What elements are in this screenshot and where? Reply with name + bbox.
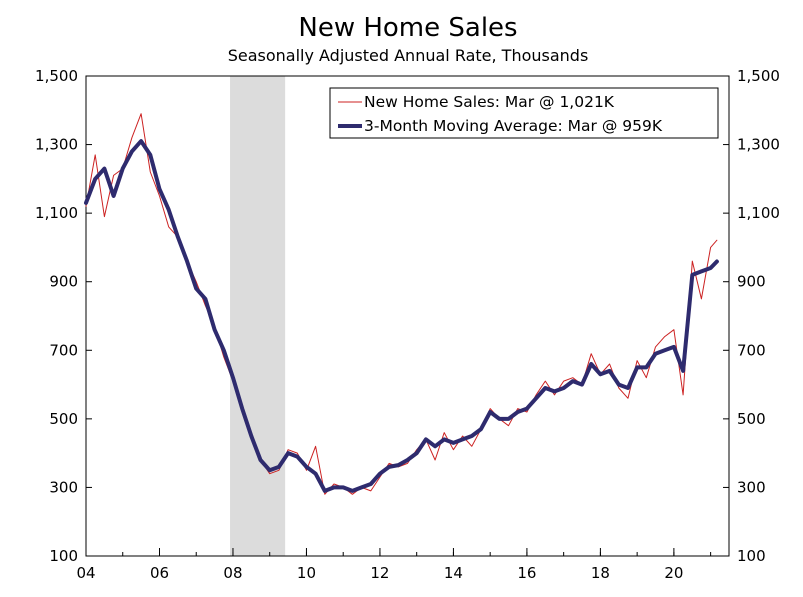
x-tick-label: 14 bbox=[444, 564, 463, 582]
y-tick-label-right: 1,500 bbox=[737, 67, 780, 85]
series-lines bbox=[84, 113, 719, 495]
chart-subtitle: Seasonally Adjusted Annual Rate, Thousan… bbox=[228, 46, 589, 65]
y-tick-label-right: 300 bbox=[737, 478, 766, 496]
y-tick-label-left: 1,100 bbox=[35, 204, 78, 222]
x-tick-label: 20 bbox=[664, 564, 683, 582]
y-tick-label-right: 100 bbox=[737, 547, 766, 565]
y-tick-label-right: 1,100 bbox=[737, 204, 780, 222]
x-tick-label: 06 bbox=[150, 564, 169, 582]
x-tick-label: 08 bbox=[223, 564, 242, 582]
new-home-sales-line bbox=[85, 113, 718, 495]
y-tick-label-left: 300 bbox=[49, 478, 78, 496]
y-tick-label-left: 500 bbox=[49, 410, 78, 428]
chart-title: New Home Sales bbox=[298, 13, 517, 43]
y-tick-label-left: 1,300 bbox=[35, 136, 78, 154]
recession-layer bbox=[230, 76, 286, 556]
y-tick-label-right: 700 bbox=[737, 341, 766, 359]
plot-area-frame bbox=[85, 75, 730, 557]
y-tick-label-left: 100 bbox=[49, 547, 78, 565]
legend-label-average: 3-Month Moving Average: Mar @ 959K bbox=[364, 117, 663, 135]
legend-label-sales: New Home Sales: Mar @ 1,021K bbox=[364, 93, 615, 111]
x-tick-label: 18 bbox=[591, 564, 610, 582]
legend-box bbox=[329, 87, 719, 139]
moving-average-line bbox=[84, 139, 719, 493]
axis-ticks: 100 100 300 300 500 500 700 700 900 900 1,100 1,100… bbox=[35, 67, 780, 582]
x-tick-label: 04 bbox=[76, 564, 95, 582]
legend: New Home Sales: Mar @ 1,021K 3-Month Movi… bbox=[329, 87, 719, 139]
recession-shading bbox=[230, 76, 286, 556]
y-tick-label-left: 900 bbox=[49, 273, 78, 291]
y-tick-label-right: 1,300 bbox=[737, 136, 780, 154]
y-tick-label-right: 500 bbox=[737, 410, 766, 428]
y-tick-label-left: 1,500 bbox=[35, 67, 78, 85]
x-tick-label: 12 bbox=[370, 564, 389, 582]
x-tick-label: 16 bbox=[517, 564, 536, 582]
y-tick-label-left: 700 bbox=[49, 341, 78, 359]
x-tick-label: 10 bbox=[297, 564, 316, 582]
y-tick-label-right: 900 bbox=[737, 273, 766, 291]
